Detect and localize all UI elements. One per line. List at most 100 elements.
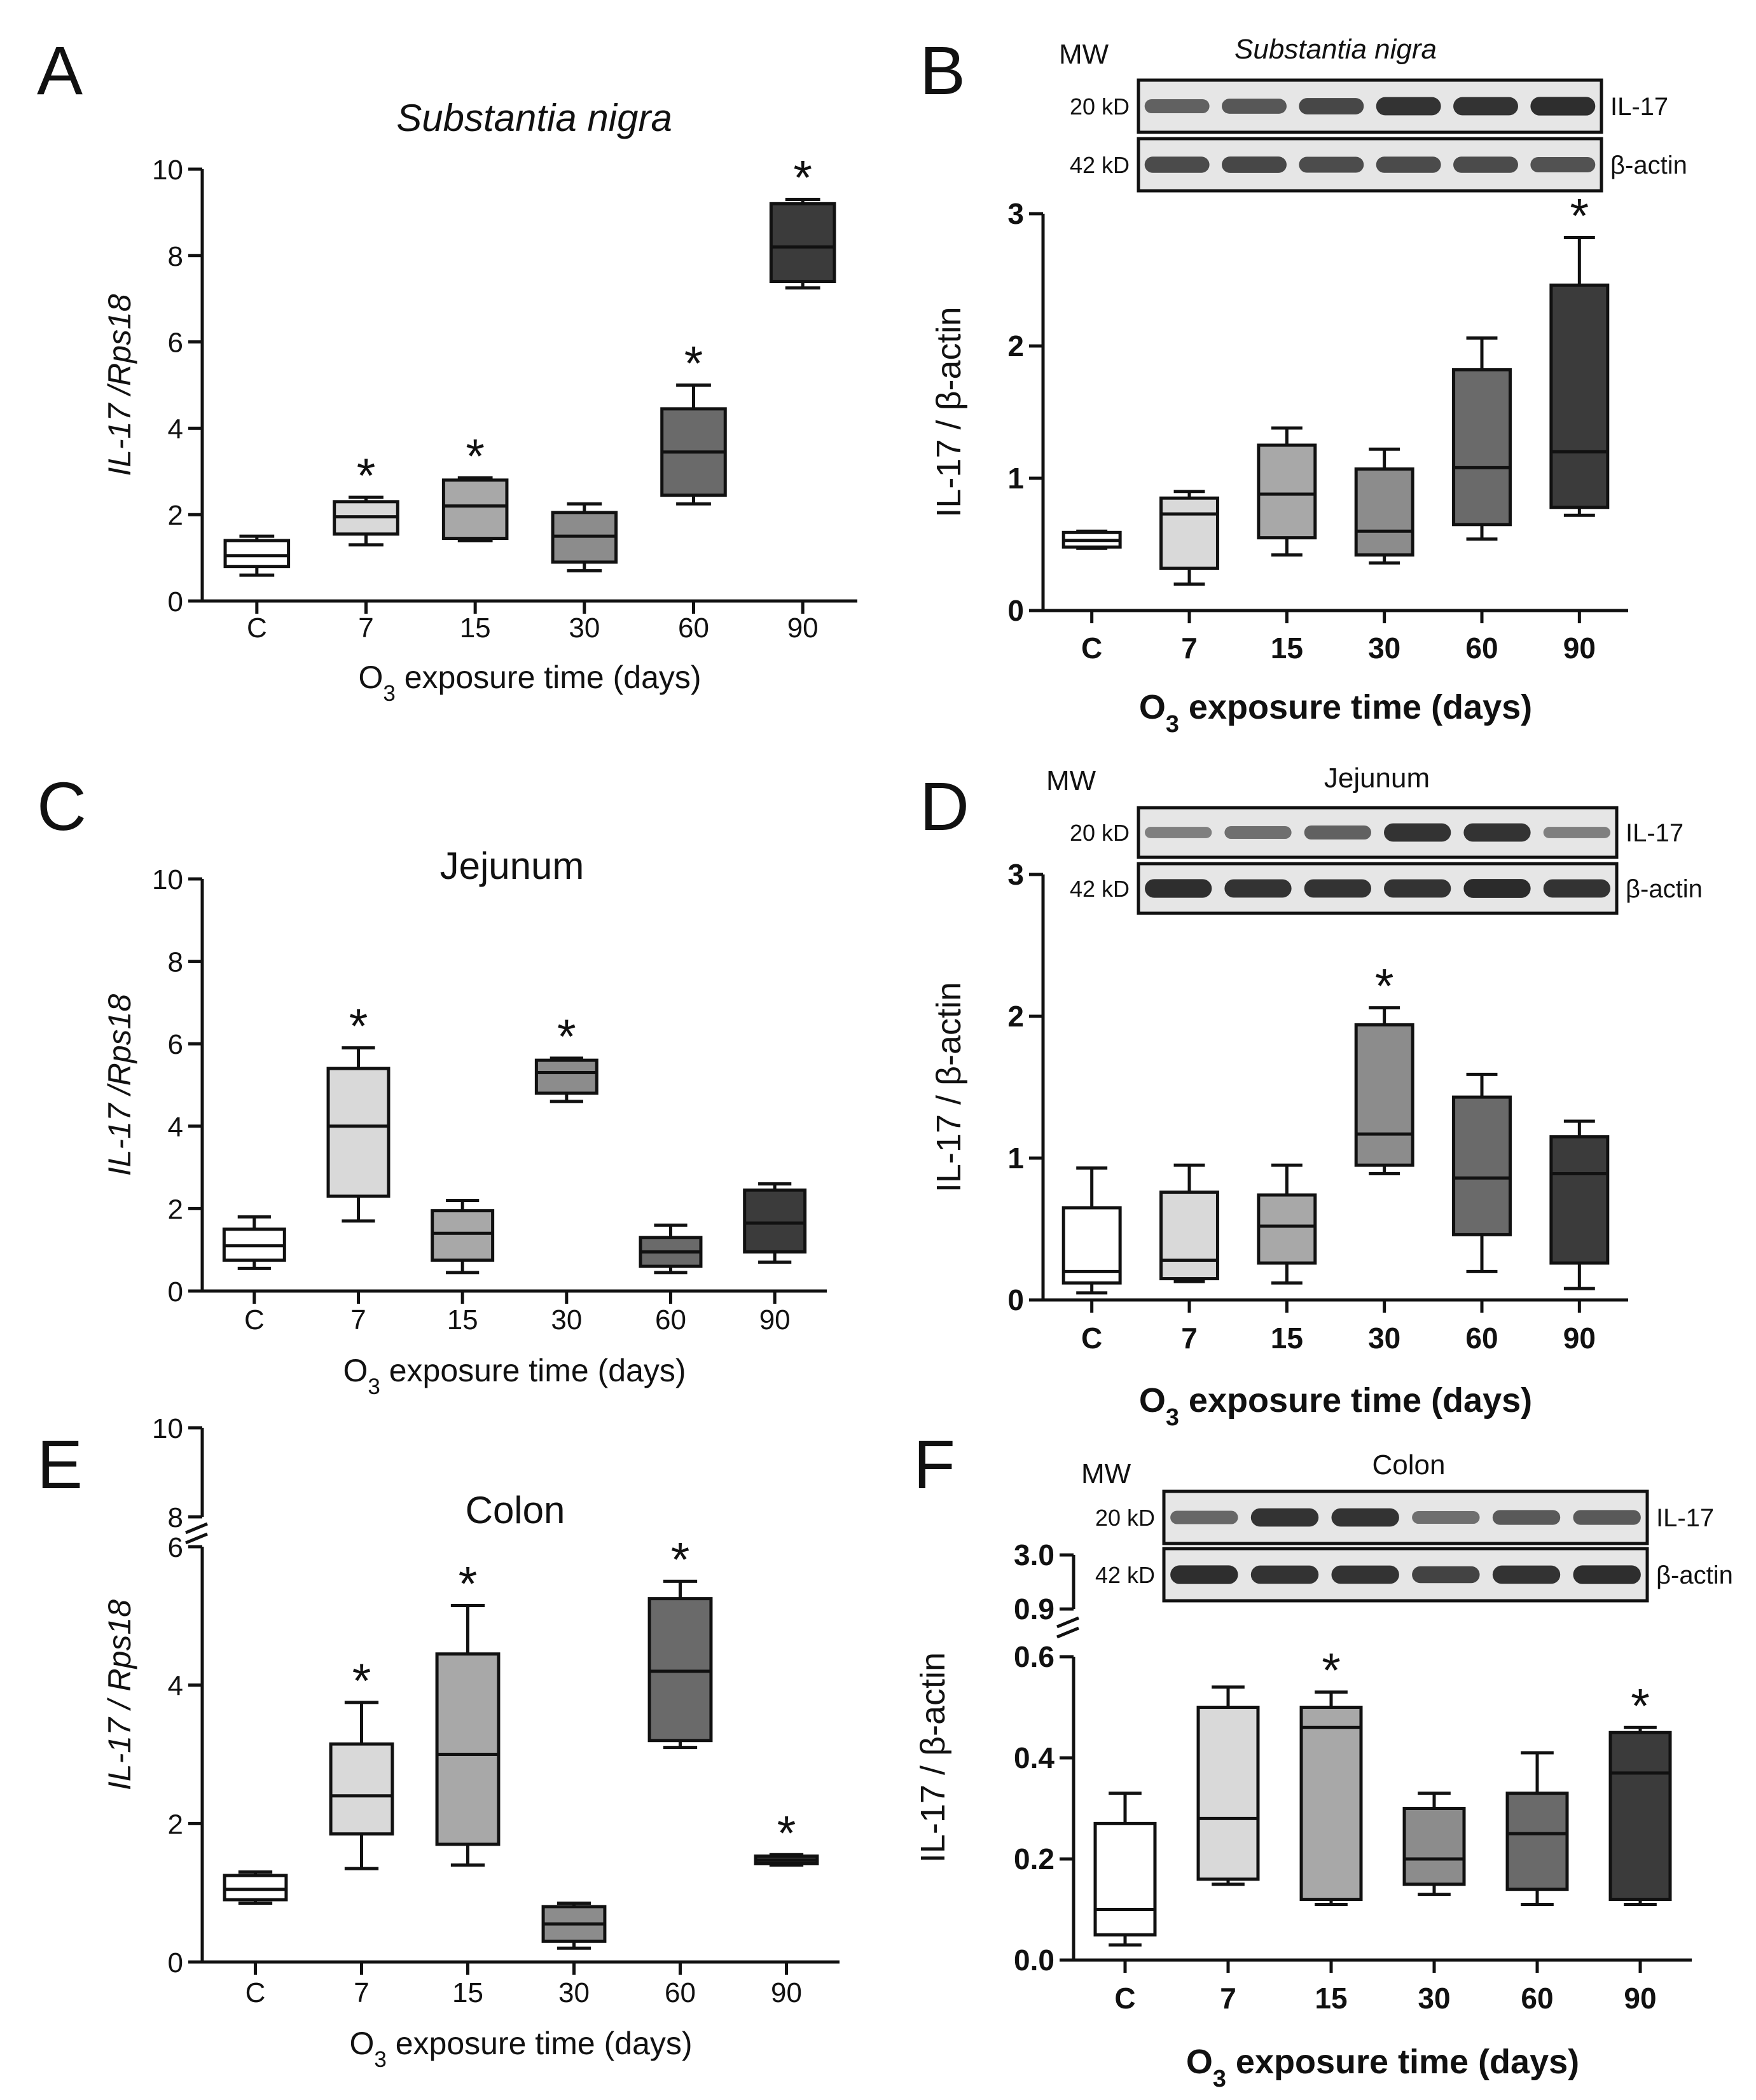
box-60: [1452, 336, 1512, 541]
x-tick-label: 7: [354, 1977, 369, 2008]
y-tick-label: 0: [168, 1276, 183, 1308]
blot-band: [1376, 156, 1441, 173]
box-iqr: [1402, 1807, 1466, 1886]
x-tick-label: 7: [1220, 1982, 1236, 2015]
x-tick-label: C: [247, 612, 267, 644]
box-C: [1093, 1792, 1157, 1947]
x-tick-label: 15: [452, 1977, 483, 2008]
blot-band: [1412, 1511, 1480, 1524]
blot-band: [1304, 879, 1371, 898]
y-tick-label: 0.0: [1014, 1944, 1054, 1977]
x-axis-label-suffix: exposure time (days): [380, 1353, 686, 1388]
x-axis-label-prefix: O: [358, 660, 383, 695]
y-tick-label: 10: [152, 864, 183, 895]
western-blot: MW Substantia nigra 20 kD IL-17 42 kD β-actin: [1059, 34, 1687, 193]
significance-star: *: [349, 1000, 368, 1054]
x-tick-label: C: [245, 1977, 266, 2008]
box-90: *: [1549, 189, 1610, 517]
blot-row-actin: 42 kD β-actin: [1070, 137, 1687, 193]
significance-star: *: [1322, 1644, 1341, 1698]
blot-band: [1384, 823, 1451, 842]
y-tick-label: 0.2: [1014, 1842, 1054, 1875]
x-axis-label-suffix: exposure time (days): [387, 2026, 693, 2061]
blot-mw-value: 20 kD: [1070, 93, 1130, 120]
significance-star: *: [1570, 189, 1589, 243]
y-tick-label: 8: [168, 241, 183, 272]
significance-star: *: [684, 337, 703, 391]
blot-band: [1530, 97, 1596, 116]
box-iqr: [1257, 1193, 1317, 1265]
y-tick-label: 2: [1007, 329, 1024, 363]
x-tick-label: 7: [358, 612, 373, 644]
box-iqr: [223, 539, 291, 569]
axis-break-mark: [185, 1522, 208, 1535]
x-axis-label-prefix: O: [343, 1353, 368, 1388]
blot-band: [1250, 1508, 1319, 1527]
western-blot: MW Colon 20 kD IL-17 42 kD β-actin: [1081, 1449, 1733, 1603]
blot-band: [1331, 1508, 1399, 1527]
blot-membrane: [1137, 862, 1619, 915]
blot-row-il17: 20 kD IL-17: [1095, 1489, 1714, 1545]
panel-label-d: D: [920, 768, 969, 845]
blot-membrane: [1137, 78, 1603, 134]
y-tick-label: 0: [168, 586, 183, 618]
x-tick-label: 15: [1271, 632, 1303, 665]
blot-band: [1144, 156, 1210, 173]
box-90: [1549, 1119, 1610, 1290]
y-tick-label: 10: [152, 155, 183, 186]
y-tick-label: 4: [168, 413, 183, 445]
blot-tissue-label: Jejunum: [1324, 763, 1430, 794]
x-tick-label: 90: [787, 612, 819, 644]
x-axis-label-subscript: 3: [1166, 1404, 1179, 1431]
x-tick-label: 90: [771, 1977, 802, 2008]
y-tick-label: 3: [1007, 197, 1024, 230]
blot-band: [1463, 823, 1531, 842]
x-axis-label-prefix: O: [1139, 688, 1166, 726]
blot-band: [1376, 97, 1441, 116]
blot-band: [1492, 1565, 1561, 1584]
x-tick-label: 60: [1465, 632, 1498, 665]
blot-band: [1543, 827, 1610, 838]
y-axis-label: IL-17 / β-actin: [930, 982, 968, 1192]
y-axis-label: IL-17 /Rps18: [102, 294, 137, 476]
panel-c: C Jejunum 0 2 4 6 8 10 C 7 15 30 60 90 O3 exposure tim…: [37, 768, 827, 1399]
y-tick-label: 2: [1007, 1000, 1024, 1033]
box-15: *: [1299, 1644, 1363, 1907]
x-axis-label-subscript: 3: [383, 681, 395, 706]
box-90: *: [754, 1806, 819, 1867]
x-tick-label: 7: [1181, 632, 1198, 665]
box-iqr: [441, 478, 509, 541]
blot-band: [1170, 1510, 1238, 1524]
box-iqr: [1608, 1730, 1672, 1902]
box-60: *: [647, 1533, 713, 1750]
x-axis-label: O3 exposure time (days): [1186, 2043, 1579, 2092]
y-tick-label: 0: [168, 1947, 183, 1979]
box-C: [223, 1870, 288, 1905]
significance-star: *: [793, 151, 812, 205]
blot-band: [1299, 156, 1364, 173]
x-tick-label: 7: [350, 1304, 366, 1336]
x-tick-label: 30: [1418, 1982, 1450, 2015]
axis-break-mark: [1056, 1626, 1079, 1639]
box-iqr: [534, 1058, 598, 1095]
x-tick-label: 90: [1563, 632, 1596, 665]
blot-band: [1412, 1566, 1480, 1584]
blot-band: [1224, 826, 1292, 839]
box-iqr: [223, 1874, 288, 1902]
box-iqr: [1549, 283, 1610, 509]
blot-protein-label: IL-17: [1626, 819, 1683, 847]
blot-band: [1384, 879, 1451, 898]
blot-band: [1145, 827, 1212, 838]
blot-mw-value: 20 kD: [1070, 820, 1130, 846]
y-tick-label: 8: [168, 1502, 183, 1533]
panel-label-e: E: [37, 1426, 83, 1503]
blot-tissue-label: Colon: [1372, 1449, 1446, 1481]
x-axis-label-subscript: 3: [1213, 2066, 1226, 2092]
blot-band: [1224, 879, 1292, 898]
panel-a: A Substantia nigra 0 2 4 6 8 10 C 7 15 30 60 90 O3 exp…: [37, 32, 857, 706]
x-tick-label: 7: [1181, 1322, 1198, 1355]
y-axis-label: IL-17 / β-actin: [914, 1652, 952, 1863]
blot-band: [1222, 99, 1287, 114]
